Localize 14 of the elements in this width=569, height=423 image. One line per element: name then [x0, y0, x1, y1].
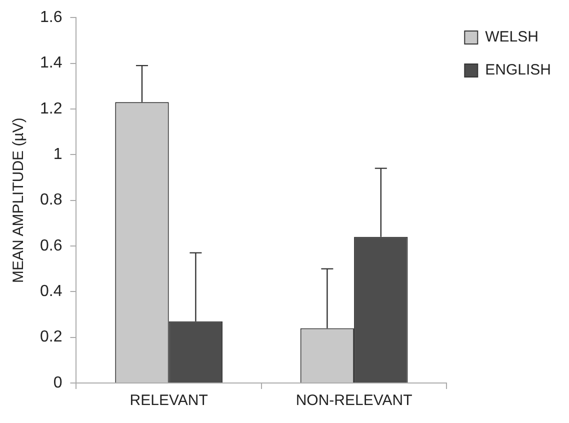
- y-tick-label: 0: [53, 374, 62, 392]
- y-tick-label: 1.4: [40, 54, 62, 72]
- y-tick-label: 0.2: [40, 328, 62, 346]
- y-tick-label: 0.4: [40, 283, 62, 300]
- y-tick-label: 1.2: [40, 100, 62, 118]
- legend-label: ENGLISH: [485, 62, 552, 79]
- x-tick-label: RELEVANT: [130, 392, 208, 410]
- y-tick-label: 0.6: [40, 237, 62, 254]
- y-tick-label: 1.6: [40, 9, 62, 26]
- legend-label: WELSH: [485, 28, 538, 46]
- y-axis-title: MEAN AMPLITUDE (µV): [10, 118, 28, 283]
- x-tick-label: NON-RELEVANT: [296, 392, 412, 410]
- y-tick-label: 0.8: [40, 192, 62, 209]
- y-tick-label: 1: [53, 146, 62, 164]
